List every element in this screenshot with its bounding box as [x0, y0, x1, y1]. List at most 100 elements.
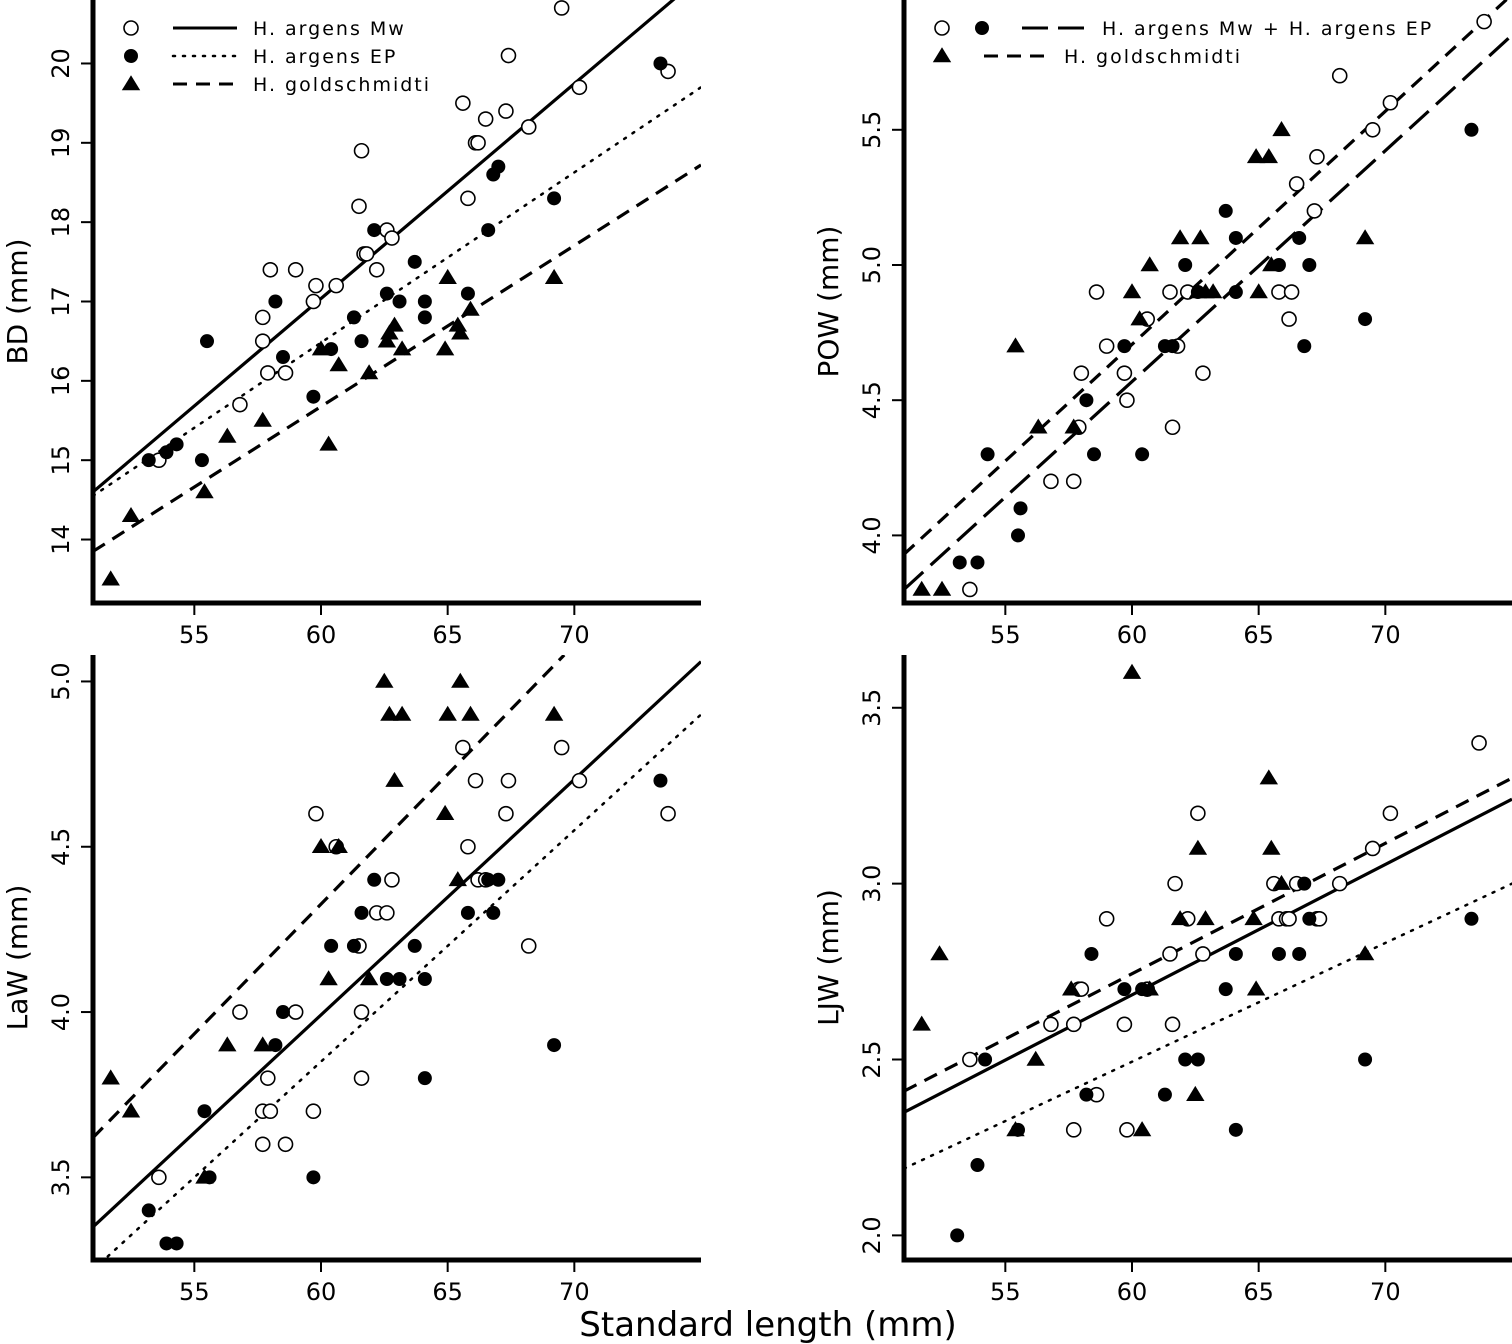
data-point: [1119, 1122, 1135, 1138]
data-point: [200, 334, 214, 349]
y-tick-label: 5.5: [858, 111, 886, 149]
data-point: [653, 56, 668, 71]
fit-line-dotted: [93, 86, 701, 498]
data-point: [359, 970, 379, 986]
data-point: [660, 805, 676, 822]
data-point: [417, 294, 432, 309]
y-tick-label: 5.0: [47, 662, 75, 700]
legend-label: H. argens EP: [253, 46, 397, 68]
data-point: [417, 310, 432, 325]
x-tick-label: 70: [1370, 1278, 1401, 1306]
data-point: [460, 190, 476, 207]
data-point: [912, 580, 931, 596]
data-point: [980, 447, 995, 462]
data-point: [547, 1038, 562, 1053]
data-point: [1358, 1052, 1373, 1067]
data-point: [1203, 283, 1223, 299]
data-point: [368, 261, 385, 278]
data-point: [1186, 1085, 1205, 1101]
data-point: [451, 324, 470, 340]
x-tick-label: 65: [1243, 621, 1274, 649]
x-tick-label: 65: [432, 1278, 463, 1306]
data-point: [1140, 980, 1159, 996]
data-point: [353, 142, 370, 159]
data-point: [1302, 911, 1317, 926]
data-point: [1476, 13, 1492, 30]
data-point: [498, 805, 514, 822]
legend-marker: [934, 20, 950, 36]
legend-marker: [932, 47, 952, 63]
data-point: [1355, 229, 1375, 245]
x-tick-label: 60: [306, 1278, 337, 1306]
y-tick-label: 3.5: [47, 1158, 75, 1196]
fit-line-dotted: [904, 882, 1512, 1170]
data-point: [477, 111, 494, 127]
data-point: [1288, 176, 1305, 192]
data-point: [1464, 122, 1479, 137]
y-axis-label: LJW (mm): [812, 889, 845, 1026]
data-point: [438, 268, 457, 284]
data-point: [1132, 1121, 1152, 1137]
data-point: [262, 1103, 279, 1120]
data-point: [358, 246, 375, 262]
data-point: [354, 905, 369, 920]
data-point: [467, 772, 484, 789]
data-point: [1246, 148, 1266, 164]
data-point: [1178, 257, 1193, 272]
data-point: [435, 340, 455, 356]
data-point: [1029, 418, 1048, 434]
data-point: [1259, 148, 1278, 164]
data-point: [970, 555, 985, 570]
x-tick-label: 55: [990, 1278, 1021, 1306]
data-point: [1249, 283, 1268, 299]
data-point: [407, 254, 422, 269]
data-point: [392, 705, 412, 721]
panel-law: 55 60 65 70 3.5 4.0 4.5 5.0 LaW (mm): [1, 655, 701, 1306]
fit-line-long-dashed: [904, 33, 1512, 591]
data-point: [500, 772, 517, 789]
data-point: [254, 333, 271, 349]
data-point: [1116, 365, 1133, 381]
x-tick-label: 55: [179, 1278, 210, 1306]
data-point: [277, 1136, 294, 1153]
fit-line-dotted: [102, 713, 701, 1260]
data-point: [1064, 418, 1083, 434]
y-tick-label: 2.0: [858, 1216, 886, 1254]
data-point: [353, 1004, 370, 1020]
data-point: [1292, 230, 1307, 245]
data-point: [486, 905, 501, 920]
data-point: [101, 570, 120, 586]
data-point: [319, 435, 338, 451]
data-point: [1026, 1050, 1045, 1066]
data-point: [308, 805, 324, 822]
data-point: [1079, 393, 1094, 408]
fit-line-dashed: [93, 655, 566, 1139]
legend-label: H. goldschmidti: [1064, 46, 1242, 68]
data-point: [460, 838, 476, 855]
y-axis-label: POW (mm): [812, 226, 845, 378]
panel-bd: 55 60 65 70 14 15 16 17 18 19 20 BD (mm) H. argens M…: [1, 0, 701, 649]
data-point: [1228, 230, 1243, 245]
data-point: [962, 581, 978, 598]
data-point: [268, 294, 283, 309]
data-point: [384, 872, 400, 888]
data-point: [101, 1069, 120, 1085]
data-point: [1228, 1122, 1243, 1137]
data-point: [379, 905, 395, 921]
data-point: [1167, 875, 1183, 892]
data-point: [195, 483, 214, 499]
data-point: [392, 294, 407, 309]
data-point: [1355, 945, 1375, 961]
data-point: [392, 340, 412, 356]
data-point: [141, 453, 156, 468]
data-point: [952, 555, 967, 570]
data-point: [520, 938, 537, 954]
data-point: [438, 705, 457, 721]
x-tick-label: 65: [1243, 1278, 1274, 1306]
y-tick-label: 5.0: [858, 246, 886, 284]
data-point: [1464, 911, 1479, 926]
x-tick-label: 55: [179, 621, 210, 649]
data-point: [544, 268, 564, 284]
y-tick-label: 3.5: [858, 689, 886, 727]
